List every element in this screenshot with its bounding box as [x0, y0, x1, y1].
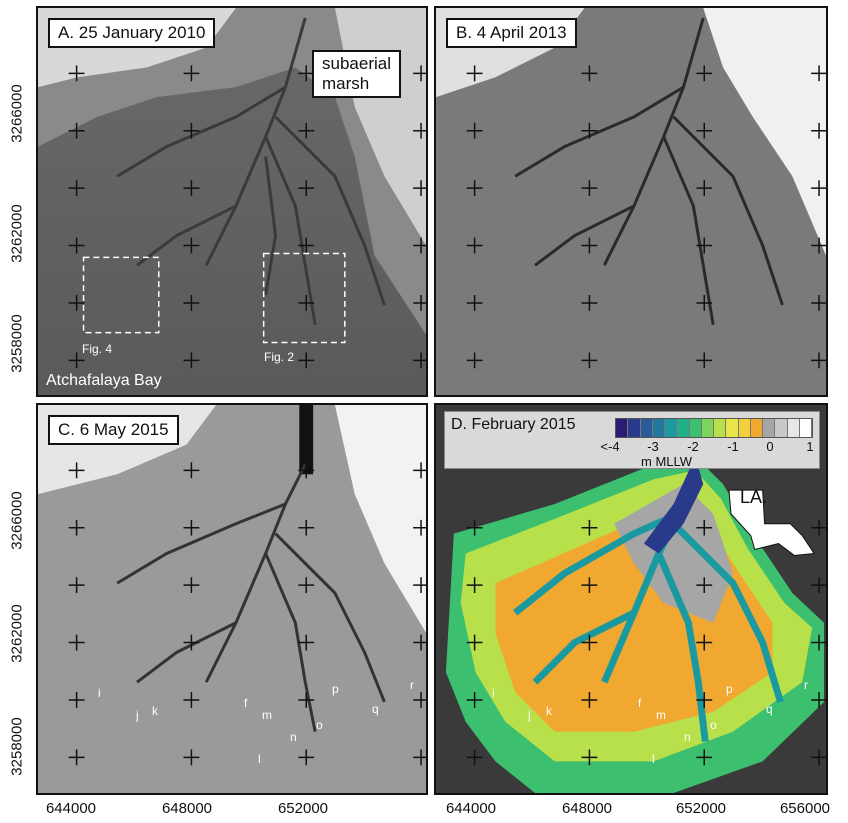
legend-swatch	[689, 419, 702, 437]
y-tick: 3258000	[8, 314, 26, 373]
grid-crosses	[466, 519, 826, 766]
panel-c-satellite-2015: C. 6 May 2015 i j k f m l n o p q r	[36, 403, 428, 795]
atchafalaya-bay-label: Atchafalaya Bay	[46, 372, 162, 389]
point-label-q: q	[372, 702, 379, 716]
legend-swatch	[750, 419, 763, 437]
x-tick: 648000	[161, 800, 213, 817]
legend-tick: -1	[727, 439, 739, 454]
subaerial-marsh-callout: subaerial marsh	[312, 50, 401, 98]
point-label-p: p	[332, 682, 339, 696]
y-tick: 3258000	[8, 717, 26, 776]
point-label-j: j	[528, 708, 531, 722]
grid-crosses	[68, 462, 426, 766]
x-tick: 652000	[277, 800, 329, 817]
legend-swatch	[799, 419, 812, 437]
legend-tick: -2	[687, 439, 699, 454]
legend-swatch	[616, 419, 629, 437]
point-label-m: m	[262, 708, 272, 722]
fig4-box	[82, 256, 160, 334]
point-label-m: m	[656, 708, 666, 722]
legend-tick: -3	[647, 439, 659, 454]
point-label-f: f	[244, 696, 248, 710]
legend-swatch	[640, 419, 653, 437]
legend-swatch	[628, 419, 641, 437]
point-label-i: i	[492, 686, 495, 700]
point-label-q: q	[766, 702, 773, 716]
x-tick: 644000	[45, 800, 97, 817]
x-tick: 652000	[675, 800, 727, 817]
y-tick: 3266000	[8, 491, 26, 550]
fig2-box	[262, 252, 346, 344]
legend-colorbar	[615, 418, 813, 438]
louisiana-inset-shape	[728, 489, 815, 556]
point-label-r: r	[804, 678, 808, 692]
point-label-i: i	[98, 686, 101, 700]
y-tick: 3266000	[8, 84, 26, 143]
louisiana-inset-label: LA.	[740, 487, 768, 507]
grid-crosses	[68, 65, 426, 369]
bathymetry-map	[436, 405, 826, 793]
panel-d-bathymetry-2015: D. February 2015 <-4 -3 -2 -1 0 1 m MLLW…	[434, 403, 828, 795]
legend-swatch	[763, 419, 776, 437]
callout-line: marsh	[322, 74, 370, 93]
x-tick: 656000	[779, 800, 831, 817]
point-label-p: p	[726, 682, 733, 696]
point-label-r: r	[410, 678, 414, 692]
legend-swatch	[714, 419, 727, 437]
legend-swatch	[726, 419, 739, 437]
legend-unit: m MLLW	[641, 454, 693, 469]
point-label-n: n	[290, 730, 297, 744]
legend-swatch	[738, 419, 751, 437]
legend-swatch	[665, 419, 678, 437]
panel-a-title: A. 25 January 2010	[48, 18, 216, 48]
legend-tick: <-4	[600, 439, 620, 454]
point-label-k: k	[152, 704, 158, 718]
panel-d-title: D. February 2015	[451, 416, 576, 433]
satellite-image	[436, 8, 826, 395]
point-label-o: o	[316, 718, 323, 732]
legend-swatch	[677, 419, 690, 437]
panel-b-satellite-2013: B. 4 April 2013	[434, 6, 828, 397]
satellite-image	[38, 405, 426, 793]
y-tick: 3262000	[8, 604, 26, 663]
panel-c-title: C. 6 May 2015	[48, 415, 179, 445]
fig2-label: Fig. 2	[264, 350, 295, 364]
panel-b-title: B. 4 April 2013	[446, 18, 577, 48]
elevation-legend: D. February 2015 <-4 -3 -2 -1 0 1 m MLLW	[444, 411, 820, 469]
point-label-f: f	[638, 696, 642, 710]
point-label-j: j	[136, 708, 139, 722]
legend-swatch	[787, 419, 800, 437]
x-tick: 644000	[445, 800, 497, 817]
panel-a-satellite-2010: A. 25 January 2010 subaerial marsh Fig. …	[36, 6, 428, 397]
x-tick: 648000	[561, 800, 613, 817]
legend-swatch	[775, 419, 788, 437]
point-label-n: n	[684, 730, 691, 744]
point-label-o: o	[710, 718, 717, 732]
grid-crosses	[466, 65, 826, 369]
legend-swatch	[701, 419, 714, 437]
callout-line: subaerial	[322, 54, 391, 73]
fig4-label: Fig. 4	[82, 342, 113, 356]
y-tick: 3262000	[8, 204, 26, 263]
point-label-l: l	[652, 752, 655, 766]
point-label-k: k	[546, 704, 552, 718]
legend-tick: 1	[806, 439, 814, 454]
y-axis-labels: 3266000 3262000 3258000 3266000 3262000 …	[0, 0, 34, 823]
legend-tick: 0	[766, 439, 774, 454]
point-label-l: l	[258, 752, 261, 766]
legend-swatch	[652, 419, 665, 437]
